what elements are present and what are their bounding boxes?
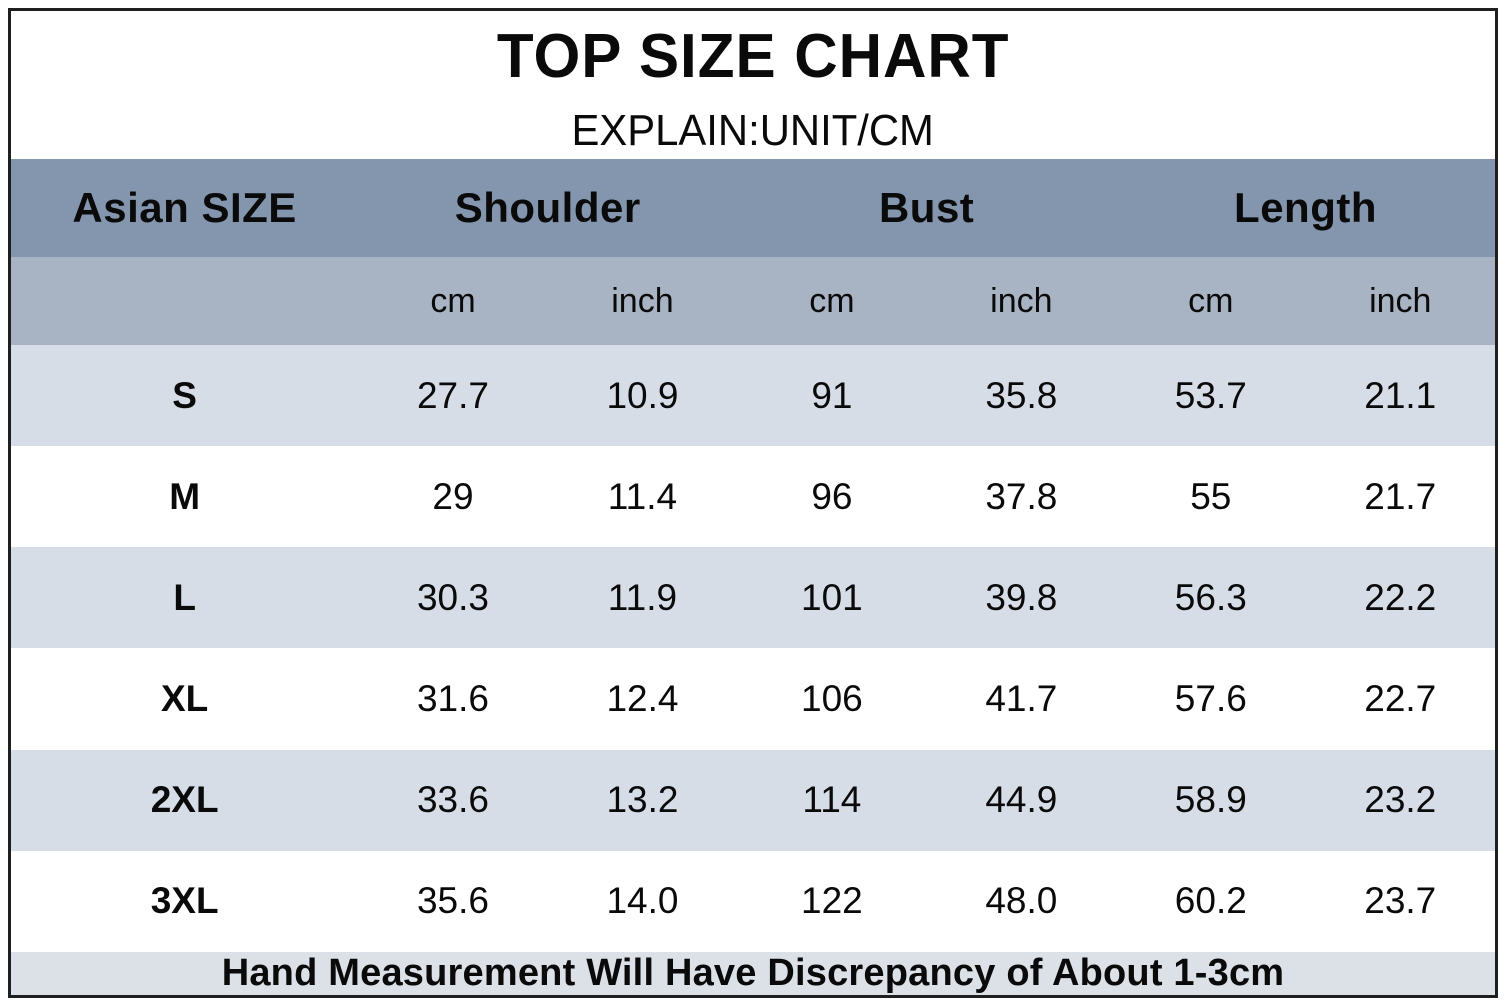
value-cell: 31.6: [416, 678, 489, 720]
size-cell: L: [173, 576, 196, 618]
value-cell: 22.7: [1364, 678, 1437, 720]
unit-cell-bust-inch: inch: [990, 281, 1053, 320]
title-block: TOP SIZE CHART EXPLAIN:UNIT/CM: [11, 11, 1495, 159]
value-cell: 35.8: [985, 374, 1058, 416]
column-header-shoulder: Shoulder: [454, 184, 641, 231]
size-cell: 2XL: [150, 779, 219, 821]
value-cell: 60.2: [1174, 880, 1247, 922]
table-row-m: M 29 11.4 96 37.8 55 21.7: [11, 446, 1495, 548]
size-chart-panel: TOP SIZE CHART EXPLAIN:UNIT/CM Asian SIZ…: [8, 8, 1498, 998]
unit-explanation: EXPLAIN:UNIT/CM: [571, 106, 935, 155]
value-cell: 114: [802, 779, 862, 821]
value-cell: 21.1: [1364, 374, 1437, 416]
table-row-3xl: 3XL 35.6 14.0 122 48.0 60.2 23.7: [11, 850, 1495, 952]
value-cell: 29: [432, 475, 474, 517]
size-cell: M: [169, 475, 201, 517]
value-cell: 55: [1190, 475, 1232, 517]
table-header-row: Asian SIZE Shoulder Bust Length: [11, 159, 1495, 257]
value-cell: 37.8: [985, 475, 1058, 517]
value-cell: 53.7: [1174, 374, 1247, 416]
value-cell: 11.4: [607, 475, 678, 517]
value-cell: 12.4: [606, 678, 679, 720]
size-cell: 3XL: [150, 880, 219, 922]
unit-cell-empty: [11, 257, 358, 345]
value-cell: 30.3: [416, 576, 489, 618]
value-cell: 13.2: [606, 779, 679, 821]
measurement-disclaimer: Hand Measurement Will Have Discrepancy o…: [221, 952, 1285, 994]
value-cell: 22.2: [1364, 576, 1437, 618]
unit-cell-shoulder-cm: cm: [430, 281, 476, 320]
value-cell: 10.9: [606, 374, 679, 416]
table-row-l: L 30.3 11.9 101 39.8 56.3 22.2: [11, 547, 1495, 649]
size-chart-table: Asian SIZE Shoulder Bust Length cm inch …: [11, 159, 1495, 995]
unit-cell-bust-cm: cm: [809, 281, 855, 320]
value-cell: 91: [811, 374, 853, 416]
unit-cell-shoulder-inch: inch: [611, 281, 674, 320]
value-cell: 23.2: [1364, 779, 1437, 821]
unit-cell-length-inch: inch: [1369, 281, 1432, 320]
size-cell: XL: [160, 678, 209, 720]
value-cell: 122: [801, 880, 863, 922]
value-cell: 56.3: [1174, 576, 1247, 618]
table-unit-row: cm inch cm inch cm inch: [11, 257, 1495, 345]
value-cell: 35.6: [416, 880, 489, 922]
value-cell: 27.7: [416, 374, 489, 416]
value-cell: 48.0: [985, 880, 1058, 922]
value-cell: 57.6: [1174, 678, 1247, 720]
page-title: TOP SIZE CHART: [496, 22, 1010, 91]
table-row-xl: XL 31.6 12.4 106 41.7 57.6 22.7: [11, 648, 1495, 750]
value-cell: 58.9: [1174, 779, 1247, 821]
table-footer-row: Hand Measurement Will Have Discrepancy o…: [11, 952, 1495, 995]
value-cell: 14.0: [606, 880, 679, 922]
value-cell: 23.7: [1364, 880, 1437, 922]
value-cell: 106: [801, 678, 863, 720]
value-cell: 11.9: [607, 576, 678, 618]
value-cell: 21.7: [1364, 475, 1437, 517]
table-row-s: S 27.7 10.9 91 35.8 53.7 21.1: [11, 345, 1495, 447]
value-cell: 39.8: [985, 576, 1058, 618]
value-cell: 96: [811, 475, 853, 517]
column-header-asian-size: Asian SIZE: [72, 184, 297, 231]
column-header-length: Length: [1234, 184, 1378, 231]
table-row-2xl: 2XL 33.6 13.2 114 44.9 58.9 23.2: [11, 749, 1495, 851]
value-cell: 33.6: [416, 779, 489, 821]
value-cell: 41.7: [985, 678, 1058, 720]
column-header-bust: Bust: [878, 184, 975, 231]
value-cell: 44.9: [985, 779, 1058, 821]
unit-cell-length-cm: cm: [1188, 281, 1234, 320]
size-cell: S: [172, 374, 197, 416]
value-cell: 101: [801, 576, 863, 618]
